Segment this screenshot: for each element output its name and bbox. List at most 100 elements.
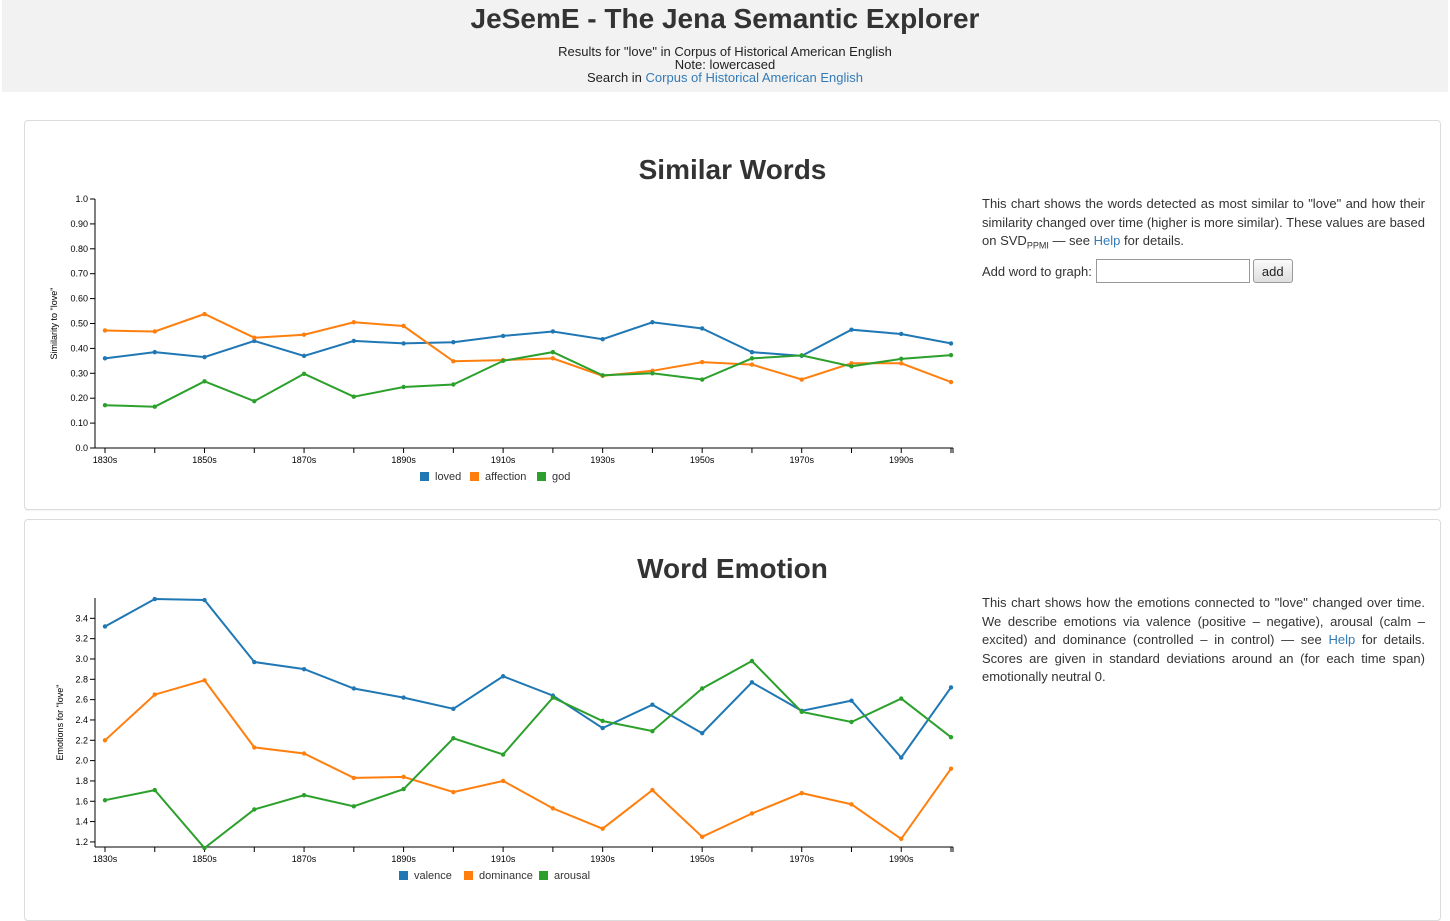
data-point-god (749, 356, 755, 361)
legend-swatch-affection (470, 472, 479, 481)
series-line-god (104, 351, 952, 408)
add-word-button[interactable]: add (1252, 259, 1293, 283)
y-tick-label: 0.80 (70, 244, 88, 254)
results-line: Results for "love" in Corpus of Historic… (558, 44, 892, 59)
data-point-dominance (749, 811, 755, 816)
data-point-valence (948, 685, 954, 690)
data-point-god (600, 373, 605, 378)
y-tick-label: 0.10 (70, 418, 88, 428)
add-word-label: Add word to graph: (982, 263, 1092, 279)
data-point-arousal (301, 792, 307, 798)
x-tick-label: 1830s (93, 854, 118, 864)
data-point-god (948, 352, 954, 358)
data-point-god (799, 353, 804, 358)
series-line-valence (104, 597, 952, 760)
legend-swatch-arousal (539, 871, 548, 880)
data-point-affection (102, 328, 108, 333)
y-axis-label: Emotions for "love" (55, 685, 65, 761)
legend-label-valence: valence (414, 870, 452, 882)
legend-swatch-valence (399, 871, 408, 880)
data-point-loved (301, 353, 307, 359)
emotion-help-link[interactable]: Help (1328, 632, 1356, 647)
data-point-dominance (202, 678, 207, 683)
y-tick-label: 0.0 (75, 443, 88, 453)
data-point-dominance (650, 787, 655, 793)
x-tick-label: 1930s (590, 455, 615, 465)
data-point-valence (749, 680, 755, 685)
data-point-god (202, 379, 207, 384)
data-point-valence (500, 674, 506, 679)
data-point-dominance (252, 745, 257, 750)
data-point-dominance (301, 751, 307, 756)
data-point-loved (948, 341, 954, 346)
word-emotion-chart: 1.2 1.4 1.6 1.8 2.0 2.2 2.4 2.6 2.8 3.0 3.2 3.4 1830… (55, 596, 954, 882)
data-point-arousal (948, 735, 954, 740)
legend-label-arousal: arousal (554, 870, 590, 882)
data-point-valence (650, 702, 655, 707)
x-tick-label: 1970s (789, 455, 814, 465)
data-point-loved (401, 341, 406, 346)
similar-help-link[interactable]: Help (1093, 233, 1121, 248)
page-header: JeSemE - The Jena Semantic Explorer Resu… (2, 0, 1448, 92)
similar-desc-text-1: This chart shows the words detected as m… (982, 196, 1425, 248)
data-point-dominance (351, 775, 357, 781)
x-tick-label: 1950s (690, 854, 715, 864)
legend-swatch-loved (420, 472, 429, 481)
data-point-god (351, 394, 357, 399)
data-point-valence (152, 596, 157, 602)
add-word-input[interactable] (1095, 259, 1250, 283)
corpus-link[interactable]: Corpus of Historical American English (645, 70, 864, 85)
y-tick-label: 1.8 (75, 776, 88, 786)
data-point-god (500, 358, 506, 364)
data-point-valence (899, 755, 904, 760)
data-point-arousal (899, 696, 904, 701)
data-point-god (699, 377, 705, 382)
y-tick-label: 0.50 (70, 319, 88, 329)
x-tick-label: 1890s (391, 455, 416, 465)
add-word-row: Add word to graph: add (982, 259, 1293, 283)
legend-label-affection: affection (485, 471, 526, 483)
data-point-valence (849, 698, 854, 703)
data-point-arousal (799, 709, 804, 715)
data-point-valence (699, 730, 705, 736)
data-point-god (102, 402, 108, 408)
x-tick-label: 1910s (491, 455, 516, 465)
data-point-dominance (600, 826, 605, 831)
data-point-loved (550, 329, 556, 334)
data-point-arousal (550, 695, 556, 700)
data-point-arousal (650, 728, 655, 734)
data-point-valence (102, 624, 108, 629)
word-emotion-panel: Word Emotion 1.2 1.4 1.6 1.8 2.0 2.2 2.4 2.6 2.8… (24, 519, 1441, 921)
page-title: JeSemE - The Jena Semantic Explorer (470, 3, 980, 34)
data-point-affection (550, 356, 556, 361)
y-tick-label: 0.20 (70, 393, 88, 403)
data-point-loved (650, 320, 655, 325)
x-tick-label: 1990s (889, 854, 914, 864)
data-point-god (849, 364, 854, 369)
y-tick-label: 2.2 (75, 735, 88, 745)
y-tick-label: 2.4 (75, 715, 88, 725)
data-point-arousal (102, 798, 108, 803)
data-point-god (301, 371, 307, 376)
x-tick-label: 1850s (192, 455, 217, 465)
y-tick-label: 3.4 (75, 613, 88, 623)
y-tick-label: 2.8 (75, 674, 88, 684)
similar-words-title: Similar Words (638, 154, 827, 185)
data-point-god (401, 384, 406, 390)
data-point-god (899, 356, 904, 362)
data-point-valence (600, 725, 605, 731)
data-point-arousal (152, 787, 157, 793)
data-point-loved (102, 356, 108, 361)
data-point-god (451, 382, 456, 387)
x-tick-label: 1950s (690, 455, 715, 465)
word-emotion-title: Word Emotion (637, 553, 828, 584)
data-point-dominance (799, 790, 804, 796)
data-point-arousal (252, 807, 257, 812)
data-point-loved (500, 333, 506, 339)
similar-words-chart: 0.0 0.10 0.20 0.30 0.40 0.50 0.60 0.70 0.80 0.90 1… (49, 194, 954, 483)
data-point-arousal (451, 736, 456, 741)
data-point-dominance (500, 778, 506, 784)
y-tick-label: 0.60 (70, 294, 88, 304)
data-point-god (152, 404, 157, 409)
data-point-affection (799, 377, 804, 382)
